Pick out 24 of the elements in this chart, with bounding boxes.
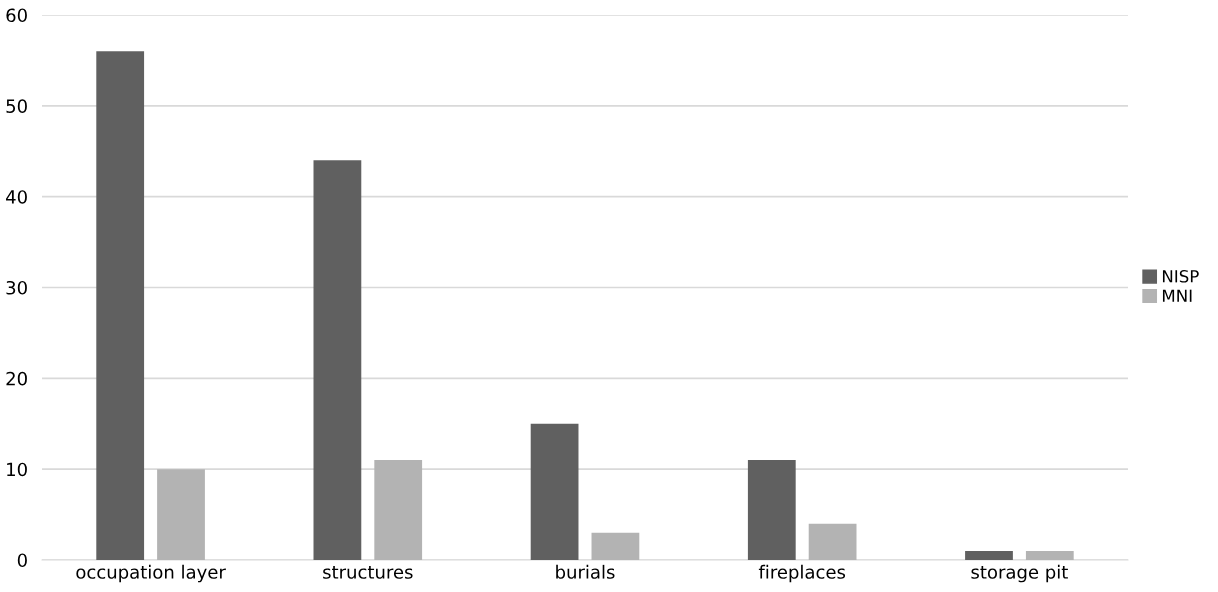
bar <box>1025 550 1074 560</box>
x-tick-label: storage pit <box>971 564 1068 583</box>
y-tick-label: 0 <box>17 553 27 568</box>
bar <box>808 523 857 560</box>
bar <box>374 460 423 560</box>
bar <box>591 532 640 560</box>
bar <box>965 550 1013 560</box>
x-tick-label: structures <box>323 565 413 579</box>
y-tick-label: 50 <box>6 99 27 113</box>
x-tick-label: fireplaces <box>758 564 846 583</box>
legend-label: MNI <box>1162 289 1192 302</box>
bar <box>530 423 579 560</box>
x-tick-label: occupation layer <box>76 564 226 583</box>
bar <box>313 160 362 560</box>
bar <box>96 51 145 560</box>
y-tick-label: 20 <box>6 371 27 386</box>
x-tick-label: burials <box>556 564 615 579</box>
y-tick-label: 30 <box>6 280 27 295</box>
y-tick-label: 10 <box>7 462 27 477</box>
y-tick-label: 40 <box>6 190 27 204</box>
bar <box>157 469 205 560</box>
y-tick-label: 60 <box>6 8 27 23</box>
bar <box>747 460 796 560</box>
legend-label: NISP <box>1162 270 1199 283</box>
